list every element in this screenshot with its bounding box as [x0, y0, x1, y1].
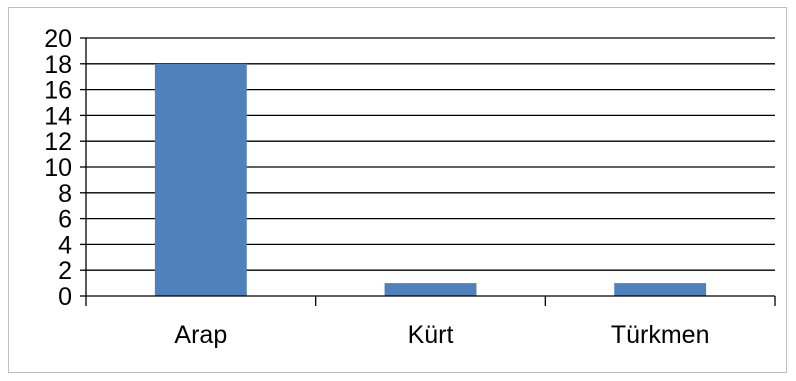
bar-kürt — [384, 283, 477, 296]
y-tick-label: 20 — [44, 25, 72, 53]
y-tick-label: 4 — [58, 231, 72, 259]
y-tick-label: 12 — [44, 128, 72, 156]
bars — [154, 63, 707, 296]
y-tick-label: 16 — [44, 77, 72, 105]
chart-frame — [8, 7, 787, 373]
y-tick-label: 2 — [58, 257, 72, 285]
axes — [80, 37, 776, 306]
x-tick-label: Arap — [174, 321, 227, 349]
y-tick-label: 8 — [58, 180, 72, 208]
bar-türkmen — [614, 283, 707, 296]
x-tick-label: Kürt — [408, 321, 454, 349]
y-tick-label: 18 — [44, 51, 72, 79]
y-tick-label: 10 — [44, 154, 72, 182]
y-tick-label: 6 — [58, 206, 72, 234]
x-tick-label: Türkmen — [611, 321, 710, 349]
bar-arap — [154, 63, 247, 296]
y-tick-label: 0 — [58, 283, 72, 311]
y-tick-label: 14 — [44, 102, 72, 130]
